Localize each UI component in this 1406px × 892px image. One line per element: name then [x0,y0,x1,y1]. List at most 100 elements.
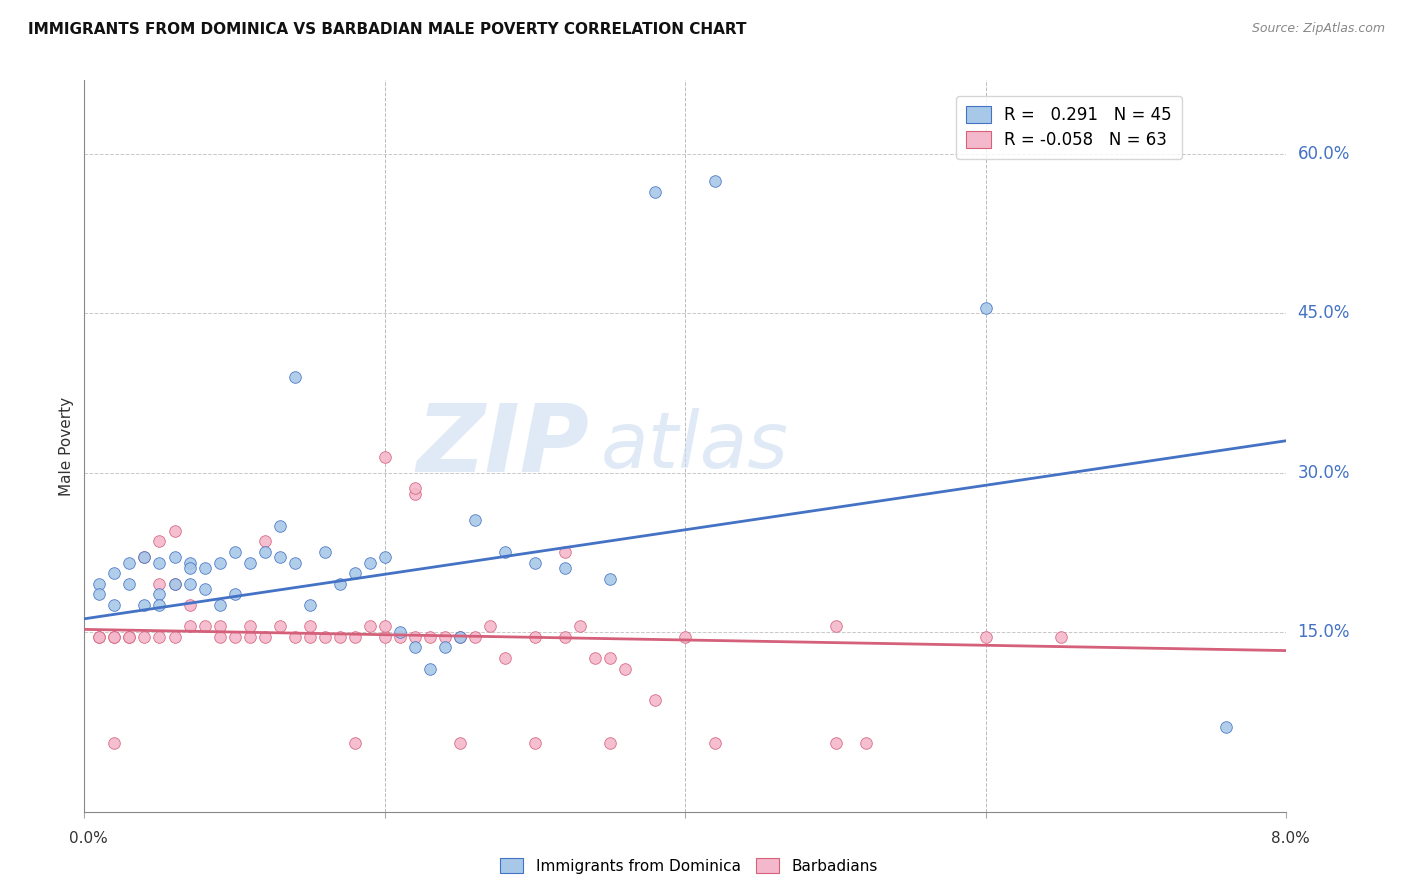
Point [253,534,276,549]
Point [583,651,606,665]
Point [298,630,321,644]
Text: IMMIGRANTS FROM DOMINICA VS BARBADIAN MALE POVERTY CORRELATION CHART: IMMIGRANTS FROM DOMINICA VS BARBADIAN MA… [28,22,747,37]
Point [374,550,396,565]
Point [163,576,186,591]
Point [419,662,441,676]
Point [208,598,231,612]
Point [239,630,262,644]
Text: atlas: atlas [602,408,789,484]
Point [599,572,621,586]
Point [855,736,877,750]
Point [148,576,170,591]
Point [224,630,246,644]
Point [284,556,307,570]
Text: 45.0%: 45.0% [1298,304,1350,323]
Point [404,640,426,655]
Point [163,524,186,538]
Point [103,630,125,644]
Point [404,486,426,500]
Point [253,630,276,644]
Point [974,301,997,316]
Point [343,630,366,644]
Point [118,630,141,644]
Point [644,185,666,199]
Point [103,598,125,612]
Point [148,556,170,570]
Point [134,598,156,612]
Point [179,576,201,591]
Point [388,624,411,639]
Point [374,450,396,464]
Point [704,736,727,750]
Point [314,630,336,644]
Legend: Immigrants from Dominica, Barbadians: Immigrants from Dominica, Barbadians [495,852,883,880]
Point [89,587,111,601]
Point [118,556,141,570]
Point [103,736,125,750]
Point [269,550,291,565]
Point [449,630,471,644]
Text: 60.0%: 60.0% [1298,145,1350,163]
Point [464,513,486,527]
Point [675,630,697,644]
Text: ZIP: ZIP [416,400,589,492]
Point [524,630,547,644]
Point [89,630,111,644]
Point [1050,630,1073,644]
Point [449,630,471,644]
Point [253,545,276,559]
Point [599,651,621,665]
Point [194,619,217,633]
Point [179,619,201,633]
Point [974,630,997,644]
Point [298,619,321,633]
Point [208,556,231,570]
Point [329,630,352,644]
Point [208,619,231,633]
Point [554,545,576,559]
Point [118,630,141,644]
Point [269,619,291,633]
Point [824,736,846,750]
Point [434,640,457,655]
Text: 8.0%: 8.0% [1271,831,1310,846]
Point [239,556,262,570]
Point [449,736,471,750]
Point [89,576,111,591]
Point [103,566,125,581]
Point [524,736,547,750]
Point [134,630,156,644]
Point [614,662,637,676]
Text: 0.0%: 0.0% [69,831,108,846]
Point [374,630,396,644]
Point [284,370,307,384]
Point [1215,720,1237,734]
Point [224,587,246,601]
Point [343,566,366,581]
Point [179,556,201,570]
Point [148,598,170,612]
Point [419,630,441,644]
Point [569,619,592,633]
Point [404,630,426,644]
Point [284,630,307,644]
Point [494,651,516,665]
Point [359,619,381,633]
Point [118,576,141,591]
Point [314,545,336,559]
Point [239,619,262,633]
Point [644,693,666,707]
Point [179,598,201,612]
Point [824,619,846,633]
Point [343,736,366,750]
Point [163,550,186,565]
Point [194,561,217,575]
Point [194,582,217,596]
Point [554,561,576,575]
Point [103,630,125,644]
Point [329,576,352,591]
Point [599,736,621,750]
Point [359,556,381,570]
Point [134,550,156,565]
Point [388,630,411,644]
